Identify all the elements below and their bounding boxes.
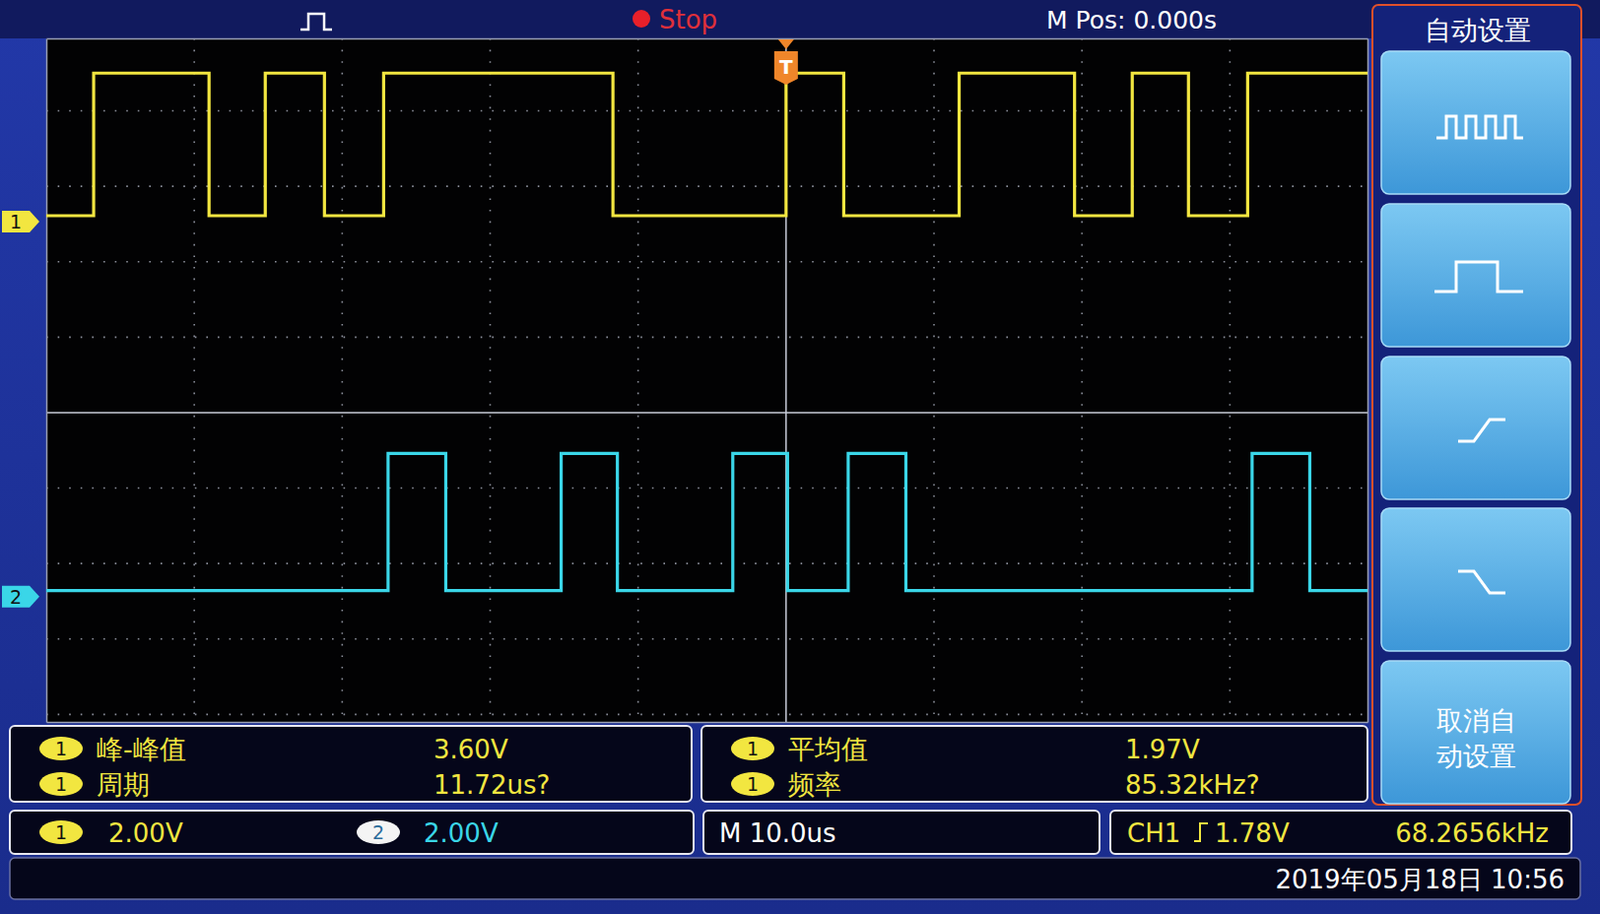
channel-badge: [39, 736, 83, 761]
channel-marker-label: 2: [9, 586, 22, 608]
grid-line: [46, 261, 1368, 264]
menu-icon: [1458, 419, 1506, 442]
x-axis-top: [47, 38, 1369, 41]
trigger-marker-shape: [774, 51, 799, 85]
menu-button[interactable]: [1381, 51, 1571, 195]
trigger-marker: T: [774, 39, 799, 85]
trigger-frequency: 68.2656kHz: [1395, 818, 1549, 849]
grid-line: [341, 38, 344, 723]
y-axis: [46, 39, 49, 724]
measurement-value: 3.60V: [433, 734, 509, 765]
measurement-name: 周期: [96, 769, 150, 800]
measurement-name: 频率: [788, 769, 842, 800]
measurement-value: 11.72us?: [433, 770, 550, 800]
grid-line: [933, 38, 935, 723]
run-status: Stop: [659, 4, 718, 35]
grid-line: [46, 562, 1368, 565]
trigger-source: CH1: [1127, 818, 1181, 849]
menu-icon: [1434, 262, 1524, 292]
waveform: [46, 72, 1368, 216]
date-box: [9, 858, 1581, 900]
channel-badge-label: 1: [746, 737, 759, 760]
channel-badge-label: 1: [55, 737, 67, 760]
menu-icon: [1458, 571, 1506, 594]
channel-scale: 2.00V: [108, 818, 184, 849]
menu-button[interactable]: [1381, 508, 1571, 652]
plot-area: [46, 38, 1368, 723]
measurement-value: 1.97V: [1125, 734, 1200, 765]
channel-badge: [731, 772, 775, 797]
oscilloscope-screen: 1 2 Stop M Pos: 0.000s T 自动设置取消自动设置 1 峰-峰值 3.60V…: [0, 0, 1600, 914]
menu-button-label: 取消自: [1436, 705, 1517, 736]
menu: 自动设置取消自动设置: [1372, 4, 1582, 805]
axis-line: [47, 38, 1369, 41]
channel-marker-label: 1: [9, 210, 22, 233]
grid-line: [489, 38, 492, 723]
measurement-name: 平均值: [788, 733, 868, 765]
trigger-marker-arrow: [778, 39, 795, 50]
status-box: [9, 810, 694, 855]
menu-button-label: 动设置: [1436, 740, 1517, 772]
channel-badge: [39, 772, 83, 797]
status-box: [1110, 810, 1572, 855]
measurement-name: 峰-峰值: [96, 733, 187, 765]
grid-line: [1229, 38, 1232, 723]
y-axis-right: [1367, 39, 1370, 724]
axis-line: [46, 39, 49, 724]
menu-button[interactable]: [1381, 661, 1571, 804]
channel-badge-label: 2: [372, 821, 385, 844]
channel-badge-label: 1: [55, 773, 67, 796]
grid-line: [1080, 38, 1083, 723]
waveform: [46, 453, 1368, 591]
trigger-level: 1.78V: [1214, 818, 1290, 849]
channel-marker: 1: [1, 210, 40, 233]
grid-line: [46, 487, 1368, 490]
measurement-box: [701, 726, 1368, 802]
center-line: [46, 411, 1368, 414]
grid-line: [46, 110, 1368, 113]
channel-badge: [731, 736, 775, 761]
run-status-dot: [632, 9, 651, 28]
measurements: 1 峰-峰值 3.60V 1 周期 11.72us? 1 平均值 1.97V 1 频率 85.32kH…: [9, 726, 1368, 802]
channel-badge-label: 1: [746, 773, 759, 796]
date-time: 2019年05月18日 10:56: [1274, 865, 1565, 895]
top-bar-content: Stop M Pos: 0.000s: [300, 4, 1217, 35]
status-bar: 1 2.00V 2 2.00V M 10.0us CH1 1.78V 68.2656kHz 20…: [9, 810, 1581, 900]
channel-scale: 2.00V: [423, 818, 499, 849]
menu-title: 自动设置: [1424, 14, 1532, 46]
trigger-type-icon: [300, 13, 333, 30]
trigger-edge-icon: [1194, 823, 1208, 842]
status-box: [703, 810, 1100, 855]
grid-line: [46, 638, 1368, 641]
channel-badge-label: 1: [55, 821, 67, 844]
m-pos: M Pos: 0.000s: [1046, 5, 1217, 35]
traces: [46, 72, 1368, 591]
menu-button[interactable]: [1381, 203, 1571, 347]
channel-marker-shape: [1, 586, 40, 608]
top-bar: [0, 0, 1600, 39]
menu-panel: [1372, 4, 1582, 805]
axis-line: [47, 722, 1369, 725]
x-axis: [47, 722, 1369, 725]
channel-marker-shape: [1, 210, 40, 233]
grid-line: [46, 714, 1368, 717]
menu-icon: [1436, 116, 1524, 138]
axis-line: [1367, 39, 1370, 724]
grid-line: [46, 336, 1368, 339]
measurement-box: [9, 726, 692, 802]
channel-badge: [39, 820, 83, 845]
grid-line: [193, 38, 196, 723]
grid: [46, 38, 1368, 723]
channel-marker: 2: [1, 586, 40, 608]
timebase: M 10.0us: [719, 818, 837, 849]
measurement-value: 85.32kHz?: [1125, 770, 1261, 800]
trigger-marker-label: T: [779, 55, 794, 79]
grid-line: [46, 185, 1368, 188]
menu-button[interactable]: [1381, 356, 1571, 500]
channel-badge: [356, 820, 400, 845]
grid-line: [637, 38, 640, 723]
frame: [0, 0, 1600, 914]
